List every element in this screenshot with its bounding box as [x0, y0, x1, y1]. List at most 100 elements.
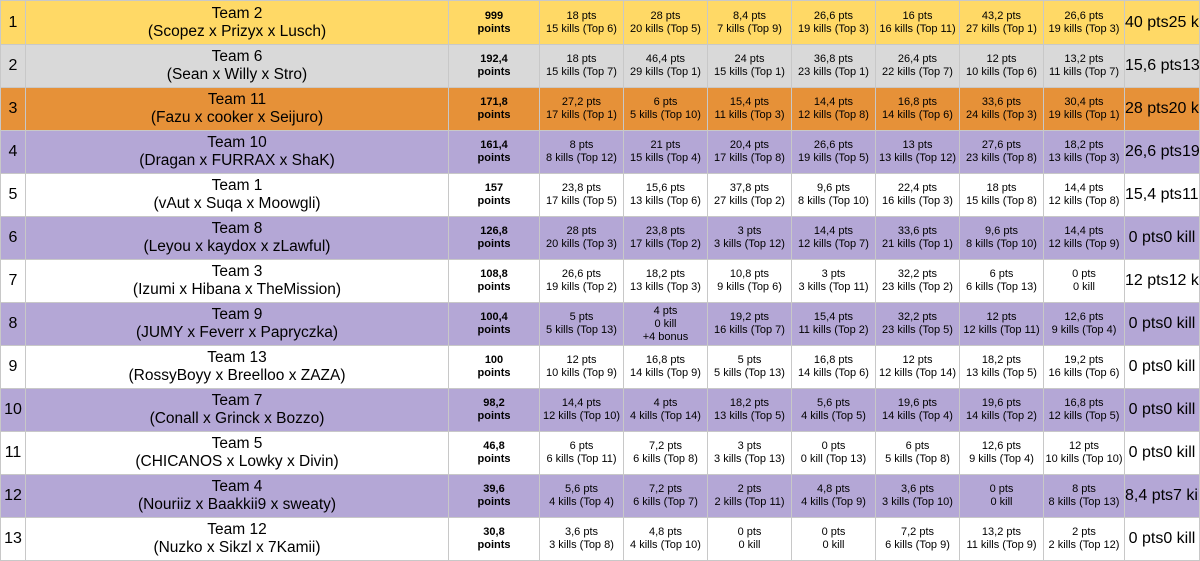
game-points: 3 pts	[737, 225, 762, 237]
game-kills: 12 kills (Top 14)	[878, 367, 957, 379]
team-name: Team 12	[207, 521, 267, 538]
game-result-cell: 5,6 pts 4 kills (Top 4)	[539, 474, 624, 518]
game-points: 8,4 pts	[732, 9, 767, 22]
total-points-cell: 157 points	[448, 173, 540, 217]
total-points-cell: 39,6 points	[448, 474, 540, 518]
game-points: 16,8 pts	[813, 354, 854, 366]
game-kills: 10 kills (Top 9)	[546, 367, 617, 379]
game-points: 6 pts	[905, 440, 930, 452]
game-points: 28 pts	[566, 225, 597, 237]
total-points-cell: 171,8 points	[448, 87, 540, 131]
game-result-cell: 2 pts 2 kills (Top 11)	[707, 474, 792, 518]
rank-cell: 9	[0, 345, 26, 389]
table-row: 13 Team 12 (Nuzko x Sikzl x 7Kamii) 30,8 poi…	[0, 517, 1200, 561]
total-points-cell: 108,8 points	[448, 259, 540, 303]
rank-cell: 6	[0, 216, 26, 260]
game-kills: 3 kills (Top 13)	[714, 453, 785, 465]
game-points: 5 pts	[737, 354, 762, 366]
game-result-cell: 6 pts 6 kills (Top 13)	[959, 259, 1044, 303]
table-row: 2 Team 6 (Sean x Willy x Stro) 192,4 points 1…	[0, 44, 1200, 88]
team-players: (Nouriiz x Baakkii9 x sweaty)	[137, 496, 337, 513]
game-points: 43,2 pts	[981, 9, 1022, 22]
game-points: 15,6 pts	[1125, 57, 1182, 74]
team-name: Team 3	[211, 263, 263, 280]
game-points: 4 pts	[653, 304, 678, 317]
game-result-cell: 9,6 pts 8 kills (Top 10)	[791, 173, 876, 217]
game-kills: 7 kills (Top 9)	[1173, 487, 1198, 504]
game-points: 3,6 pts	[564, 526, 599, 538]
game-result-cell: 13,2 pts 11 kills (Top 9)	[959, 517, 1044, 561]
team-name: Team 10	[207, 134, 267, 151]
team-players: (Fazu x cooker x Seijuro)	[150, 109, 324, 126]
game-kills: 19 kills (Top 5)	[798, 152, 869, 164]
game-result-cell: 0 pts0 kill	[1124, 431, 1200, 475]
total-points-unit: points	[477, 324, 511, 336]
team-name: Team 7	[211, 392, 263, 409]
game-result-cell: 0 pts0 kill	[1124, 388, 1200, 432]
game-points: 30,4 pts	[1064, 96, 1104, 108]
table-row: 8 Team 9 (JUMY x Feverr x Papryczka) 100,4 p…	[0, 302, 1200, 346]
total-points-value: 108,8	[480, 268, 508, 280]
team-name: Team 8	[211, 220, 263, 237]
game-points: 27,2 pts	[561, 96, 602, 108]
game-result-cell: 24 pts 15 kills (Top 1)	[707, 44, 792, 88]
game-kills: 11 kills (Top 3)	[714, 109, 785, 121]
game-points: 3 pts	[821, 268, 846, 280]
game-result-cell: 13 pts 13 kills (Top 12)	[875, 130, 960, 174]
game-kills: 4 kills (Top 14)	[630, 410, 701, 422]
game-kills: 11 kills (Top 9)	[966, 539, 1037, 551]
game-kills: 0 kill (Top 13)	[800, 453, 867, 465]
game-points: 0 pts	[1128, 530, 1164, 547]
game-result-cell: 46,4 pts 29 kills (Top 1)	[623, 44, 708, 88]
game-kills: 12 kills (Top 5)	[1048, 410, 1120, 422]
game-points: 40 pts	[1125, 13, 1169, 31]
game-result-cell: 27,6 pts 23 kills (Top 8)	[959, 130, 1044, 174]
team-name: Team 2	[211, 4, 263, 22]
game-kills: 2 kills (Top 12)	[1048, 539, 1120, 551]
game-result-cell: 16,8 pts 14 kills (Top 6)	[875, 87, 960, 131]
game-points: 19,6 pts	[897, 397, 938, 409]
game-kills: 0 kill	[738, 539, 761, 551]
game-kills: 16 kills (Top 6)	[1048, 367, 1120, 379]
game-points: 14,4 pts	[813, 96, 854, 108]
game-points: 3,6 pts	[900, 483, 935, 495]
total-points-unit: points	[477, 22, 511, 35]
game-kills: 19 kills (Top 1)	[1048, 109, 1120, 121]
game-result-cell: 20,4 pts 17 kills (Top 8)	[707, 130, 792, 174]
game-kills: 13 kills (Top 3)	[1048, 152, 1120, 164]
game-points: 23,8 pts	[645, 225, 686, 237]
game-result-cell: 6 pts 5 kills (Top 8)	[875, 431, 960, 475]
game-result-cell: 40 pts25 kills (Top 1)	[1124, 0, 1200, 45]
total-points-value: 100,4	[480, 311, 508, 323]
rank-cell: 5	[0, 173, 26, 217]
game-kills: 8 kills (Top 10)	[798, 195, 869, 207]
total-points-cell: 161,4 points	[448, 130, 540, 174]
game-points: 3 pts	[737, 440, 762, 452]
team-players: (CHICANOS x Lowky x Divin)	[135, 453, 339, 470]
team-cell: Team 6 (Sean x Willy x Stro)	[25, 44, 449, 88]
game-points: 6 pts	[569, 440, 594, 452]
game-result-cell: 6 pts 5 kills (Top 10)	[623, 87, 708, 131]
game-points: 0 pts	[1128, 444, 1164, 461]
game-points: 32,2 pts	[897, 311, 938, 323]
game-result-cell: 30,4 pts 19 kills (Top 1)	[1043, 87, 1125, 131]
game-points: 46,4 pts	[645, 53, 686, 65]
game-points: 14,4 pts	[561, 397, 602, 409]
game-points: 9,6 pts	[984, 225, 1019, 237]
game-kills: 17 kills (Top 2)	[630, 238, 701, 250]
game-result-cell: 5 pts 5 kills (Top 13)	[707, 345, 792, 389]
game-kills: 12 kills (Top 10)	[542, 410, 621, 422]
total-points-unit: points	[477, 496, 511, 508]
game-result-cell: 7,2 pts 6 kills (Top 7)	[623, 474, 708, 518]
team-cell: Team 13 (RossyBoyy x Breelloo x ZAZA)	[25, 345, 449, 389]
game-result-cell: 12 pts 12 kills (Top 11)	[959, 302, 1044, 346]
game-result-cell: 2 pts 2 kills (Top 12)	[1043, 517, 1125, 561]
game-points: 27,6 pts	[981, 139, 1022, 151]
team-cell: Team 9 (JUMY x Feverr x Papryczka)	[25, 302, 449, 346]
game-points: 4,8 pts	[648, 526, 683, 538]
game-result-cell: 0 pts0 kill	[1124, 302, 1200, 346]
